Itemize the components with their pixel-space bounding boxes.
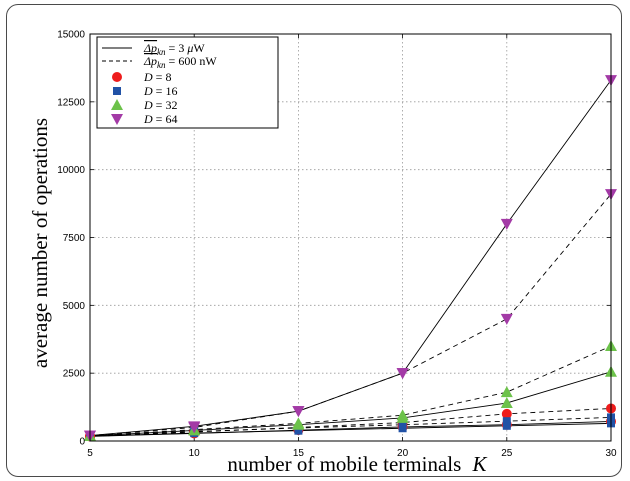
y-tick-label: 12500	[57, 97, 85, 108]
data-point-D16	[398, 420, 407, 429]
legend-marker-triangle-up	[111, 99, 123, 110]
data-point-D16	[502, 417, 511, 426]
x-tick-label: 10	[189, 448, 201, 459]
legend-subscript: kn	[157, 47, 166, 57]
y-tick-label: 0	[79, 437, 85, 448]
legend-label-D: D = 32	[143, 98, 177, 112]
series-line-D32-dashed	[89, 345, 612, 437]
series-line-D16-solid	[89, 422, 612, 437]
series-line-D16-dashed	[89, 416, 612, 437]
y-tick-label: 15000	[57, 30, 85, 41]
legend-unit-prefix: μ	[186, 41, 193, 55]
series-lines	[89, 79, 612, 437]
tick-labels: 5 10 15 20 25 30 0 2500 5000 7500 10000 12500 15000	[57, 30, 617, 460]
x-tick-label: 15	[293, 448, 305, 459]
legend-unit-prefix: n	[199, 54, 205, 68]
series-markers	[84, 75, 617, 442]
y-axis-title: average number of operations	[28, 118, 52, 368]
legend-symbol: Δp	[143, 41, 157, 55]
legend-D-symbol: D	[143, 112, 153, 126]
x-axis-title-text: number of mobile terminals	[227, 452, 461, 476]
data-point-D32	[396, 409, 409, 421]
data-point-D8	[501, 408, 512, 419]
legend-marker-triangle-down	[111, 114, 123, 125]
legend-D-value: = 64	[153, 112, 178, 126]
legend-label-solid: Δpkn = 3 μW	[143, 41, 205, 57]
legend-D-value: = 8	[153, 70, 172, 84]
legend-box	[96, 36, 279, 129]
data-point-D64	[188, 422, 201, 434]
data-point-D64	[396, 368, 409, 380]
legend-D-symbol: D	[143, 84, 153, 98]
x-tick-label: 30	[605, 448, 617, 459]
legend-label-D: D = 16	[143, 84, 177, 98]
series-line-D64-solid	[89, 79, 612, 437]
legend-D-symbol: D	[143, 98, 153, 112]
legend-D-symbol: D	[143, 70, 153, 84]
x-tick-label: 20	[397, 448, 409, 459]
legend-value: = 3	[166, 41, 188, 55]
plot-area-border	[89, 33, 612, 442]
legend-unit: W	[205, 54, 217, 68]
legend-label-dashed: Δpkn = 600 nW	[143, 54, 217, 70]
legend-subscript: kn	[157, 60, 166, 70]
data-point-D64	[500, 218, 513, 230]
data-point-D64	[292, 406, 305, 418]
legend-D-value: = 32	[153, 98, 178, 112]
legend-label-D: D = 64	[143, 112, 177, 126]
data-point-D64	[500, 313, 513, 325]
legend-marker-square	[113, 87, 121, 95]
legend-unit: W	[193, 41, 205, 55]
legend-label-D: D = 8	[143, 70, 171, 84]
series-line-D64-dashed	[89, 193, 612, 437]
legend-value: = 600	[166, 54, 200, 68]
legend-symbol: Δp	[143, 54, 157, 68]
series-line-D32-solid	[89, 371, 612, 437]
y-tick-label: 5000	[63, 301, 86, 312]
x-tick-label: 25	[501, 448, 513, 459]
y-tick-label: 2500	[63, 369, 86, 380]
legend-D-value: = 16	[153, 84, 178, 98]
data-point-D32	[292, 417, 305, 429]
x-axis-symbol: K	[472, 452, 488, 476]
legend-marker-circle	[112, 72, 122, 82]
data-point-D32	[500, 397, 513, 409]
y-tick-label: 7500	[63, 233, 86, 244]
x-axis-title: number of mobile terminals K	[227, 452, 487, 476]
series-line-D8-dashed	[89, 407, 612, 437]
x-tick-label: 5	[87, 448, 93, 459]
data-point-D16	[502, 421, 511, 430]
data-point-D32	[500, 386, 513, 398]
y-tick-label: 10000	[57, 165, 85, 176]
